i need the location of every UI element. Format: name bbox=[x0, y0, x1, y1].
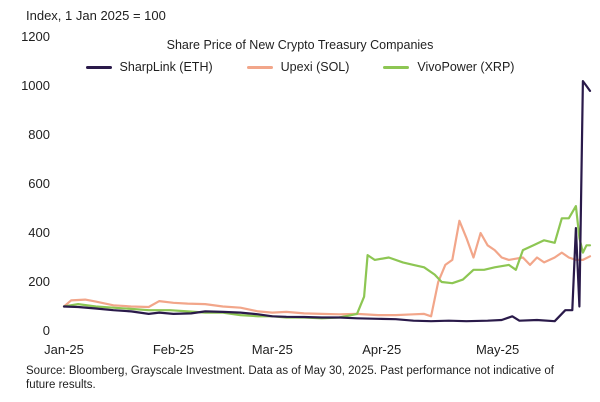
legend-swatch-vivopower bbox=[383, 65, 410, 69]
x-tick-label: Feb-25 bbox=[153, 342, 194, 357]
series-line-vivopower bbox=[62, 205, 592, 320]
legend-swatch-sharplink bbox=[85, 65, 112, 69]
legend-item-vivopower: VivoPower (XRP) bbox=[383, 60, 514, 74]
y-tick-label: 1000 bbox=[21, 78, 50, 93]
legend-swatch-upexi bbox=[246, 65, 273, 69]
legend-item-sharplink: SharpLink (ETH) bbox=[85, 60, 213, 74]
series-line-upexi bbox=[62, 219, 592, 318]
legend: SharpLink (ETH) Upexi (SOL) VivoPower (X… bbox=[0, 60, 600, 74]
x-tick-label: May-25 bbox=[476, 342, 519, 357]
legend-label-sharplink: SharpLink (ETH) bbox=[119, 60, 213, 74]
y-tick-label: 200 bbox=[28, 274, 50, 289]
x-tick-label: Mar-25 bbox=[252, 342, 293, 357]
y-tick-label: 400 bbox=[28, 225, 50, 240]
legend-item-upexi: Upexi (SOL) bbox=[246, 60, 350, 74]
legend-label-vivopower: VivoPower (XRP) bbox=[417, 60, 515, 74]
y-axis-title: Index, 1 Jan 2025 = 100 bbox=[26, 8, 166, 23]
source-note: Source: Bloomberg, Grayscale Investment.… bbox=[26, 365, 554, 391]
y-tick-label: 800 bbox=[28, 127, 50, 142]
y-tick-label: 600 bbox=[28, 176, 50, 191]
y-tick-label: 1200 bbox=[21, 29, 50, 44]
series-line-sharplink bbox=[62, 80, 592, 323]
chart-title: Share Price of New Crypto Treasury Compa… bbox=[166, 38, 434, 52]
y-tick-label: 0 bbox=[43, 323, 50, 338]
x-tick-label: Apr-25 bbox=[362, 342, 401, 357]
legend-label-upexi: Upexi (SOL) bbox=[280, 60, 350, 74]
x-tick-label: Jan-25 bbox=[44, 342, 84, 357]
